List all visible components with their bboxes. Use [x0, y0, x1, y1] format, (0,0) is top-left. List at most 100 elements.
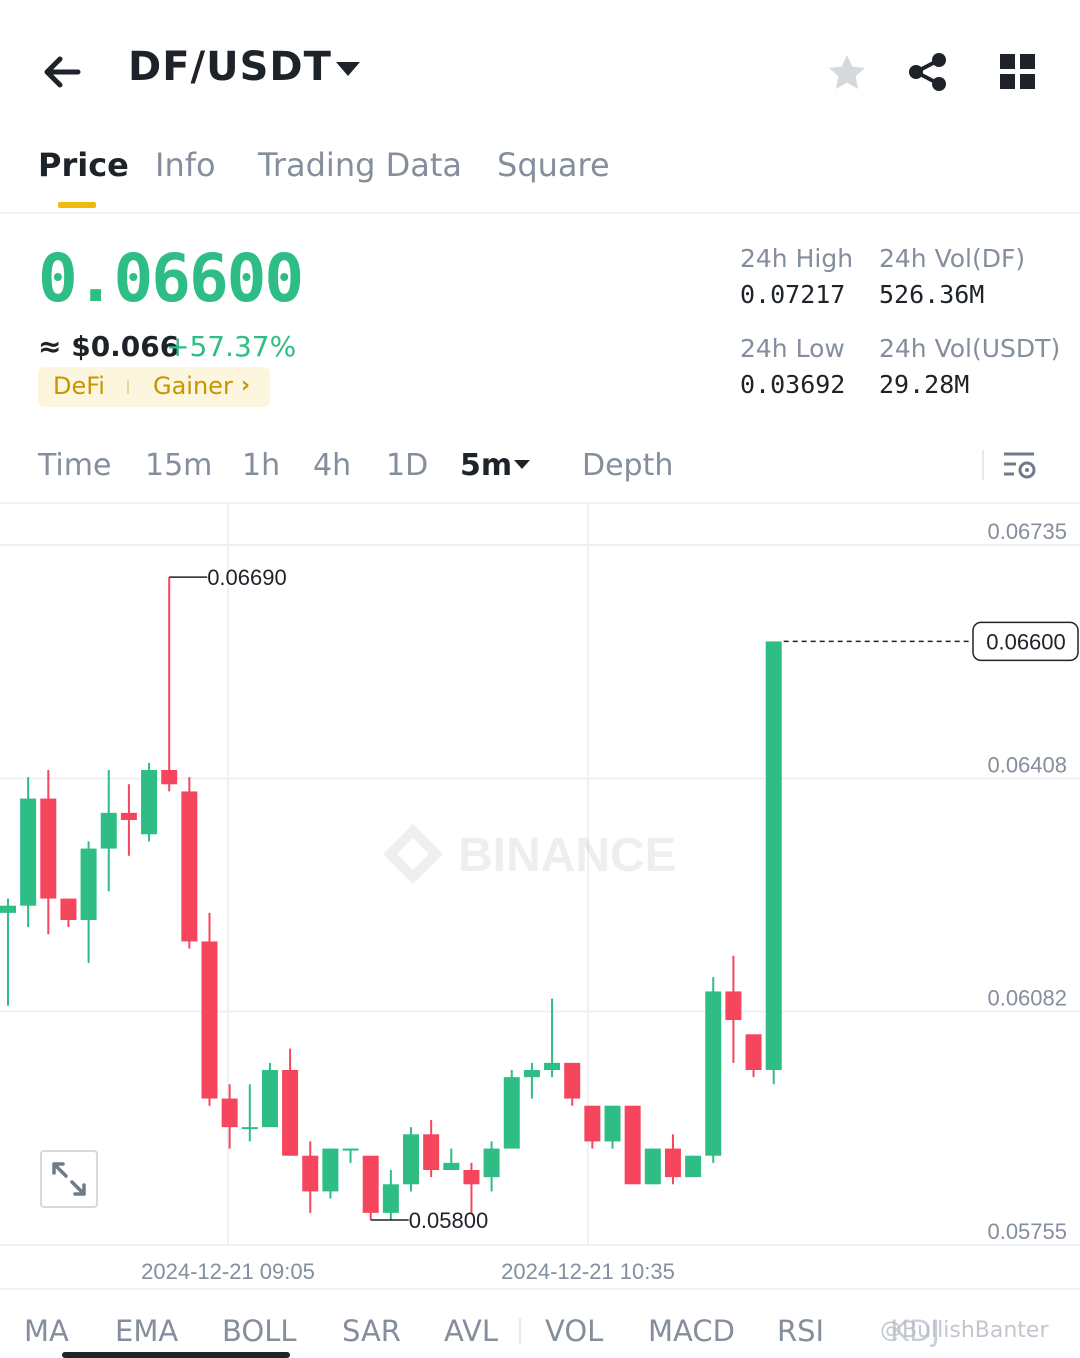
candle-up [644, 1148, 661, 1185]
indicator-macd[interactable]: MACD [648, 1314, 735, 1348]
candle-body [80, 848, 97, 920]
candle-up [523, 1062, 540, 1099]
interval-time[interactable]: Time [38, 448, 112, 483]
candlestick-chart[interactable]: 0.06735 0.06408 0.06082 0.05755 2024-12-21 0… [0, 504, 1080, 1286]
interval-dropdown-caret-icon[interactable] [514, 460, 530, 469]
fullscreen-button[interactable] [40, 1150, 98, 1208]
low-24h-label: 24h Low [740, 334, 845, 363]
tag-gainer[interactable]: Gainer [153, 372, 233, 400]
high-24h-label: 24h High [740, 244, 854, 273]
candle-body [523, 1070, 540, 1078]
interval-5m[interactable]: 5m [460, 448, 513, 483]
star-icon[interactable] [826, 52, 868, 94]
candle-down [181, 777, 198, 949]
candle-body [644, 1148, 661, 1185]
active-tab-indicator [58, 202, 96, 208]
candle-down [302, 1141, 319, 1213]
candle-body [463, 1170, 480, 1185]
candle-body [322, 1148, 339, 1192]
grid-icon[interactable] [998, 52, 1038, 92]
candle-body [161, 770, 178, 785]
indicator-ma[interactable]: MA [24, 1314, 69, 1348]
candle-down [564, 1062, 581, 1106]
tag-pills: DeFi Gainer › [38, 367, 270, 407]
candle-body [423, 1134, 440, 1170]
tab-square[interactable]: Square [497, 146, 610, 184]
tab-price[interactable]: Price [38, 146, 129, 184]
candle-down [725, 955, 742, 1063]
candle-body [0, 905, 16, 913]
indicator-vol[interactable]: VOL [545, 1314, 604, 1348]
chart-settings-icon[interactable] [1000, 446, 1040, 486]
candle-up [503, 1070, 520, 1149]
tag-defi[interactable]: DeFi [53, 372, 105, 400]
candles [0, 577, 782, 1220]
candle-down [282, 1048, 299, 1156]
candle-body [60, 898, 77, 920]
candle-body [705, 991, 722, 1156]
candle-body [584, 1105, 601, 1142]
home-indicator [62, 1352, 290, 1358]
candle-body [483, 1148, 500, 1178]
candle-down [362, 1155, 379, 1220]
x-tick-label: 2024-12-21 09:05 [141, 1259, 315, 1284]
high-24h-value: 0.07217 [740, 280, 846, 309]
interval-depth[interactable]: Depth [582, 448, 674, 483]
divider [982, 450, 984, 480]
pair-title[interactable]: DF/USDT [128, 44, 332, 90]
candle-body [624, 1105, 641, 1185]
low-marker-label: 0.05800 [409, 1208, 489, 1233]
chart-grid: 0.06735 0.06408 0.06082 0.05755 2024-12-21 0… [0, 504, 1080, 1284]
last-price: 0.06600 [38, 240, 304, 317]
candle-body [685, 1155, 702, 1178]
candle-up [443, 1148, 460, 1170]
indicator-kdj[interactable]: KDJ [890, 1314, 940, 1348]
back-arrow-icon[interactable] [38, 48, 86, 96]
candle-body [664, 1148, 681, 1178]
candle-down [463, 1162, 480, 1213]
indicator-boll[interactable]: BOLL [222, 1314, 297, 1348]
usd-equivalent-value: ≈ $0.066 [38, 330, 180, 363]
interval-4h[interactable]: 4h [313, 448, 352, 483]
chevron-right-icon[interactable]: › [241, 373, 251, 398]
low-24h-value: 0.03692 [740, 370, 846, 399]
tab-trading-data[interactable]: Trading Data [258, 146, 462, 184]
interval-1d[interactable]: 1D [386, 448, 429, 483]
interval-1h[interactable]: 1h [242, 448, 281, 483]
usd-equivalent: ≈ $0.066 [38, 330, 179, 363]
last-price-tag: 0.06600 [986, 629, 1066, 654]
candle-body [403, 1134, 419, 1185]
high-marker-label: 0.06690 [207, 565, 287, 590]
watermark-text: BINANCE [458, 829, 677, 882]
indicator-ema[interactable]: EMA [115, 1314, 179, 1348]
interval-15m[interactable]: 15m [145, 448, 213, 483]
candle-body [503, 1077, 520, 1149]
candle-down [201, 912, 218, 1106]
candle-up [604, 1105, 621, 1149]
indicator-sar[interactable]: SAR [342, 1314, 401, 1348]
candle-body [141, 770, 158, 835]
main-tabs: Price Info Trading Data Square [0, 140, 1080, 214]
candle-body [443, 1162, 460, 1170]
candle-up [483, 1141, 500, 1192]
candle-body [342, 1148, 359, 1151]
tab-info[interactable]: Info [155, 146, 216, 184]
candle-up [141, 762, 158, 842]
candle-body [201, 941, 218, 1099]
candle-body [544, 1062, 561, 1070]
vol-base-label: 24h Vol(DF) [879, 244, 1026, 273]
pair-dropdown-caret-icon[interactable] [336, 62, 360, 76]
top-bar: DF/USDT [0, 0, 1080, 140]
share-icon[interactable] [906, 50, 950, 94]
candle-body [221, 1098, 238, 1128]
candle-body [261, 1070, 278, 1128]
candle-body [181, 791, 198, 942]
candle-body [120, 812, 137, 820]
candle-up [685, 1155, 702, 1178]
candle-body [564, 1062, 581, 1099]
indicator-avl[interactable]: AVL [444, 1314, 498, 1348]
candle-up [544, 998, 561, 1078]
indicator-rsi[interactable]: RSI [777, 1314, 825, 1348]
candle-down [624, 1105, 641, 1185]
last-price-box [972, 621, 1079, 662]
